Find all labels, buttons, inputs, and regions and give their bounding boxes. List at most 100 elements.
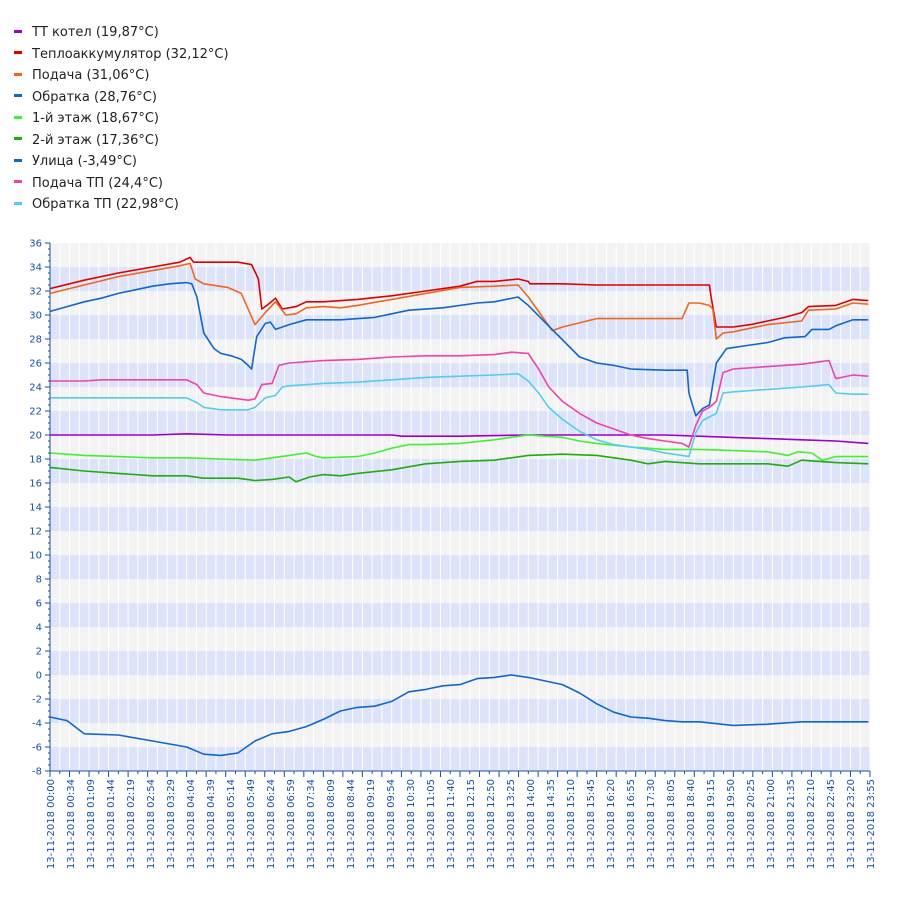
y-tick-label: -6 [32,743,42,754]
legend-label: Подача ТП (24,4°C) [32,175,163,191]
y-tick-label: 34 [29,263,42,274]
x-tick-label: 13-11-2018 11:40 [446,779,457,869]
legend-item: Улица (-3,49°C) [10,151,229,173]
x-tick-label: 13-11-2018 12:50 [486,779,497,869]
legend-item: Теплоаккумулятор (32,12°C) [10,44,229,66]
y-tick-label: 18 [29,455,42,466]
x-tick-label: 13-11-2018 01:09 [86,779,97,869]
legend-swatch [14,29,22,33]
legend-label: ТТ котел (19,87°C) [32,25,159,40]
x-tick-label: 13-11-2018 15:10 [566,779,577,869]
x-tick-label: 13-11-2018 08:44 [346,779,357,869]
x-axis-tick-labels: 13-11-2018 00:00 13-11-2018 00:34 13-11-20… [46,779,877,869]
x-tick-label: 13-11-2018 00:00 [46,779,57,869]
y-tick-label: -8 [32,767,42,778]
legend-item: Обратка ТП (22,98°C) [10,194,229,216]
y-tick-label: 24 [29,383,42,394]
x-tick-label: 13-11-2018 08:09 [326,779,337,869]
series-lines [49,256,869,757]
x-tick-label: 13-11-2018 21:35 [786,779,797,869]
series-line [49,434,869,462]
legend-label: Обратка ТП (22,98°C) [32,197,179,212]
x-tick-label: 13-11-2018 18:40 [686,779,697,869]
y-tick-label: 10 [29,551,42,562]
series-line [50,372,869,458]
y-tick-label: -4 [32,719,42,730]
y-tick-label: 12 [29,527,42,538]
y-tick-label: 16 [29,479,42,490]
x-tick-label: 13-11-2018 20:25 [746,779,757,869]
legend-swatch [14,51,22,54]
series-line [50,432,869,445]
legend-item: 2-й этаж (17,36°C) [10,130,229,152]
y-tick-label: 36 [29,239,42,250]
x-tick-label: 13-11-2018 22:45 [826,779,837,869]
y-tick-label: 14 [29,503,42,514]
y-tick-label: 2 [36,647,42,658]
legend-swatch [14,180,22,183]
legend-swatch [14,94,22,97]
legend-swatch [14,201,22,205]
legend-item: Подача (31,06°C) [10,65,229,87]
legend-swatch [14,72,22,76]
y-tick-label: -2 [32,695,42,706]
legend-label: 1-й этаж (18,67°C) [32,111,159,126]
x-tick-label: 13-11-2018 01:44 [106,779,117,869]
x-tick-label: 13-11-2018 05:14 [226,779,237,869]
x-tick-label: 13-11-2018 07:34 [306,779,317,869]
legend-item: Подача ТП (24,4°C) [10,173,229,195]
x-tick-label: 13-11-2018 12:15 [466,779,477,869]
x-tick-label: 13-11-2018 00:34 [66,779,77,869]
y-tick-label: 22 [29,407,42,418]
x-tick-label: 13-11-2018 21:00 [766,779,777,869]
x-tick-label: 13-11-2018 05:49 [246,779,257,869]
x-tick-label: 13-11-2018 19:15 [706,779,717,869]
axes [45,242,871,777]
x-tick-label: 13-11-2018 23:55 [866,779,877,869]
series-line [50,351,869,448]
legend: ТТ котел (19,87°C) Теплоаккумулятор (32,1… [10,22,229,216]
y-tick-label: 30 [29,311,42,322]
x-tick-label: 13-11-2018 23:20 [846,779,857,869]
y-axis-tick-labels: -8-6-4-202468101214161820222426283032343… [29,239,42,778]
x-tick-label: 13-11-2018 06:24 [266,779,277,869]
x-tick-label: 13-11-2018 14:00 [526,779,537,869]
series-line [49,281,869,417]
y-tick-label: 4 [36,623,42,634]
x-tick-label: 13-11-2018 03:29 [166,779,177,869]
x-tick-label: 13-11-2018 04:39 [206,779,217,869]
x-tick-label: 13-11-2018 04:04 [186,779,197,869]
x-tick-label: 13-11-2018 13:25 [506,779,517,869]
legend-swatch [14,115,22,119]
legend-item: Обратка (28,76°C) [10,87,229,109]
x-tick-label: 13-11-2018 16:20 [606,779,617,869]
y-tick-label: 6 [36,599,42,610]
x-tick-label: 13-11-2018 19:50 [726,779,737,869]
x-tick-label: 13-11-2018 22:10 [806,779,817,869]
series-line [49,674,869,757]
x-tick-label: 13-11-2018 10:30 [406,779,417,869]
series-line [49,256,869,328]
legend-label: Улица (-3,49°C) [32,154,137,169]
x-tick-label: 13-11-2018 18:05 [666,779,677,869]
x-tick-label: 13-11-2018 09:54 [386,779,397,869]
legend-label: Подача (31,06°C) [32,68,150,83]
legend-swatch [14,158,22,162]
x-tick-label: 13-11-2018 17:30 [646,779,657,869]
y-tick-label: 28 [29,335,42,346]
x-tick-label: 13-11-2018 09:19 [366,779,377,869]
legend-item: 1-й этаж (18,67°C) [10,108,229,130]
legend-item: ТТ котел (19,87°C) [10,22,229,44]
legend-swatch [14,137,22,140]
x-tick-label: 13-11-2018 11:05 [426,779,437,869]
series-line [49,262,869,340]
y-tick-label: 32 [29,287,42,298]
series-line [49,453,869,483]
y-tick-label: 0 [36,671,42,682]
y-tick-label: 26 [29,359,42,370]
x-tick-label: 13-11-2018 14:35 [546,779,557,869]
legend-label: Теплоаккумулятор (32,12°C) [32,46,229,62]
x-tick-label: 13-11-2018 06:59 [286,779,297,869]
x-tick-label: 13-11-2018 02:19 [126,779,137,869]
